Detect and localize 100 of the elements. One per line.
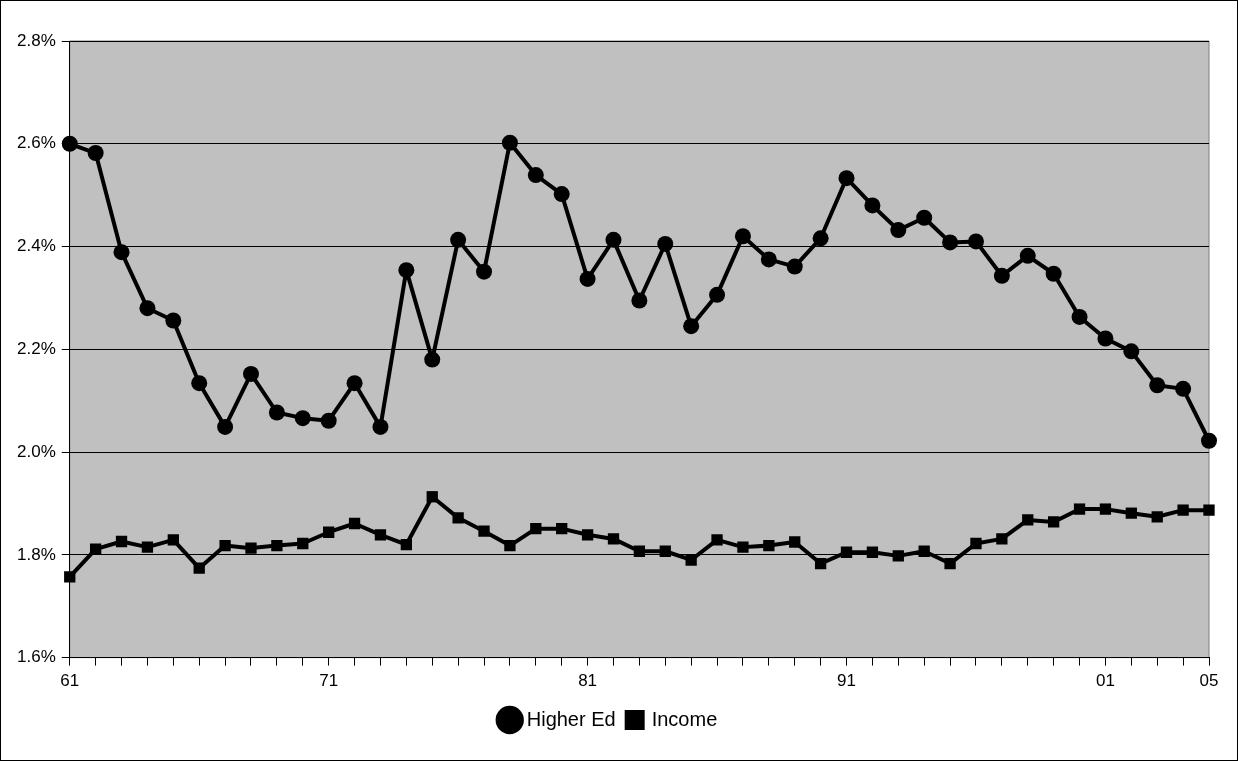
point <box>579 270 596 287</box>
point <box>553 186 570 203</box>
point <box>633 545 646 557</box>
point <box>527 167 544 184</box>
point <box>217 418 234 435</box>
y-tick-label: 1.6% <box>17 647 56 667</box>
point <box>1177 504 1189 516</box>
point <box>763 539 775 552</box>
point <box>167 534 179 546</box>
point <box>115 535 128 548</box>
x-tick-label: 01 <box>1095 671 1115 691</box>
point <box>840 546 853 558</box>
point <box>737 541 749 553</box>
point <box>1071 308 1088 325</box>
point <box>631 292 648 309</box>
point <box>193 562 205 574</box>
point <box>346 375 363 392</box>
point <box>478 525 490 537</box>
point <box>61 135 78 152</box>
point <box>64 571 76 583</box>
point <box>452 512 464 524</box>
y-tick-label: 2.4% <box>17 236 56 256</box>
point <box>271 539 283 552</box>
point <box>323 526 335 538</box>
point <box>450 231 467 248</box>
legend-label: Income <box>651 707 718 730</box>
x-tick-label: 71 <box>319 671 339 691</box>
point <box>1125 507 1137 519</box>
point <box>245 542 257 554</box>
point <box>191 375 208 392</box>
point <box>113 244 130 261</box>
point <box>141 541 154 553</box>
point <box>165 312 182 329</box>
point <box>1201 432 1217 449</box>
point <box>501 134 518 151</box>
point <box>348 517 361 530</box>
point <box>400 538 412 551</box>
point <box>426 491 438 503</box>
y-tick-label: 2.2% <box>17 338 56 358</box>
point <box>476 263 493 280</box>
point <box>320 412 337 429</box>
x-tick-label: 81 <box>578 671 598 691</box>
point <box>424 351 441 368</box>
point <box>685 554 697 566</box>
point <box>504 539 516 552</box>
x-tick-label: 91 <box>837 671 856 691</box>
point <box>294 410 311 427</box>
point <box>89 543 102 555</box>
point <box>374 529 387 541</box>
y-tick-label: 2.6% <box>17 133 56 153</box>
point <box>1099 503 1112 515</box>
legend-label: Higher Ed <box>526 707 616 730</box>
point <box>760 251 777 268</box>
point <box>657 235 674 252</box>
point <box>814 557 827 570</box>
point <box>734 228 751 245</box>
point <box>709 286 726 303</box>
point <box>967 233 984 250</box>
point <box>866 546 879 558</box>
point <box>297 537 309 550</box>
point <box>711 534 723 546</box>
x-tick-label: 61 <box>60 671 80 691</box>
point <box>556 522 568 535</box>
y-tick-label: 2.0% <box>17 441 56 461</box>
point <box>1175 380 1192 397</box>
point <box>268 404 285 421</box>
point <box>996 533 1008 545</box>
point <box>1045 265 1062 282</box>
point <box>944 557 956 570</box>
point <box>1203 504 1215 516</box>
point <box>1073 503 1086 515</box>
y-tick-label: 1.8% <box>17 544 56 564</box>
point <box>1123 343 1140 360</box>
point <box>993 267 1010 284</box>
point <box>659 545 671 557</box>
y-tick-label: 2.8% <box>17 30 56 50</box>
point <box>683 318 700 335</box>
point <box>942 234 959 251</box>
point <box>581 529 594 541</box>
point <box>1097 330 1114 347</box>
point <box>1151 511 1163 523</box>
point <box>1047 516 1060 528</box>
point <box>372 418 389 435</box>
point <box>918 545 930 557</box>
point <box>789 536 801 548</box>
point <box>87 145 104 162</box>
point <box>892 550 904 562</box>
point <box>398 262 415 279</box>
point <box>890 222 907 239</box>
point <box>242 365 259 382</box>
point <box>864 197 881 214</box>
x-tick-label: 05 <box>1199 671 1219 691</box>
point <box>970 537 982 550</box>
point <box>1019 247 1036 264</box>
point <box>838 170 855 187</box>
point <box>1149 377 1166 394</box>
point <box>139 300 156 317</box>
point <box>605 231 622 248</box>
point <box>786 258 803 275</box>
point <box>1022 514 1034 526</box>
